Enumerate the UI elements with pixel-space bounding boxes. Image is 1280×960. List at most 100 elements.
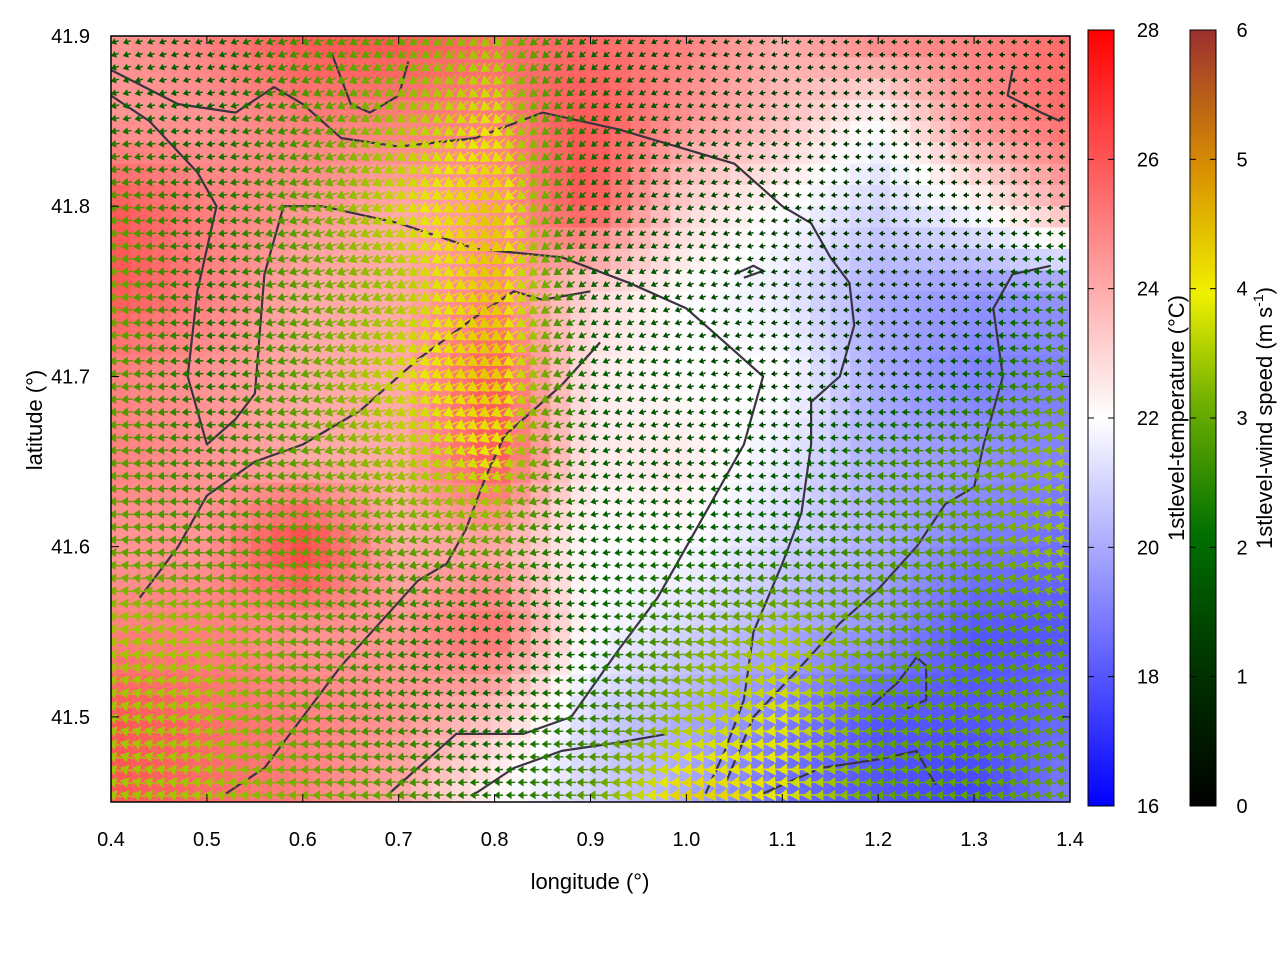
heatmap-cell [710, 57, 731, 80]
heatmap-cell [670, 461, 691, 484]
heatmap-cell [410, 121, 432, 143]
heatmap-cell [1010, 57, 1031, 80]
heatmap-cell [910, 397, 931, 420]
heatmap-cell [670, 142, 691, 165]
heatmap-cell [151, 206, 172, 229]
heatmap-cell [670, 227, 691, 250]
heatmap-cell [730, 36, 751, 58]
heatmap-cell [730, 99, 751, 122]
heatmap-cell [170, 121, 192, 143]
heatmap-cell [1050, 206, 1070, 229]
heatmap-cell [930, 163, 951, 186]
heatmap-cell [310, 184, 332, 207]
heatmap-cell [131, 121, 152, 143]
heatmap-cell [530, 184, 552, 207]
heatmap-cell [1030, 57, 1051, 80]
heatmap-cell [950, 57, 971, 80]
heatmap-cell [870, 270, 891, 292]
heatmap-cell [850, 36, 871, 58]
heatmap-cell [350, 57, 372, 80]
heatmap-cell [1030, 99, 1051, 122]
heatmap-cell [131, 248, 152, 271]
heatmap-cell [970, 248, 991, 271]
heatmap-cell [730, 525, 751, 548]
heatmap-cell [930, 36, 951, 58]
heatmap-cell [190, 142, 212, 165]
heatmap-cell [690, 99, 711, 122]
heatmap-cell [950, 270, 971, 292]
heatmap-cell [131, 36, 152, 58]
heatmap-cell [550, 57, 572, 80]
heatmap-cell [850, 248, 871, 271]
heatmap-cell [830, 121, 851, 143]
heatmap-cell [1030, 36, 1051, 58]
heatmap-cell [910, 57, 931, 80]
heatmap-cell [970, 163, 991, 186]
heatmap-cell [990, 206, 1011, 229]
heatmap-cell [850, 78, 871, 101]
heatmap-cell [990, 36, 1011, 58]
heatmap-cell [190, 78, 212, 101]
heatmap-cell [850, 163, 871, 186]
heatmap-cell [530, 121, 552, 143]
heatmap-cell [910, 248, 931, 271]
heatmap-cell [370, 248, 392, 271]
heatmap-cell [250, 121, 272, 143]
heatmap-cell [690, 206, 711, 229]
heatmap-cell [870, 227, 891, 250]
heatmap-cell [151, 78, 172, 101]
heatmap-cell [990, 142, 1011, 165]
heatmap-cell [930, 99, 951, 122]
heatmap-cell [430, 57, 452, 80]
heatmap-cell [750, 461, 771, 484]
heatmap-cell [830, 78, 851, 101]
heatmap-cell [750, 206, 771, 229]
heatmap-cell [610, 99, 632, 122]
heatmap-cell [310, 248, 332, 271]
heatmap-cell [350, 121, 372, 143]
heatmap-cell [790, 270, 811, 292]
heatmap-cell [670, 121, 691, 143]
heatmap-cell [230, 57, 252, 80]
heatmap-cell [910, 78, 931, 101]
heatmap-cell [650, 184, 671, 207]
heatmap-cell [850, 397, 871, 420]
heatmap-cell [790, 184, 811, 207]
heatmap-cell [790, 163, 811, 186]
heatmap-cell [610, 57, 632, 80]
heatmap-cell [111, 121, 132, 143]
heatmap-cell [151, 36, 172, 58]
heatmap-cell [1050, 142, 1070, 165]
heatmap-cell [670, 184, 691, 207]
heatmap-cell [1010, 121, 1031, 143]
heatmap-cell [550, 121, 572, 143]
heatmap-cell [970, 227, 991, 250]
heatmap-cell [630, 78, 652, 101]
heatmap-cell [930, 333, 951, 356]
heatmap-cell [730, 78, 751, 101]
heatmap-cell [350, 184, 372, 207]
heatmap-cell [1030, 121, 1051, 143]
heatmap-cell [670, 397, 691, 420]
heatmap-cell [530, 57, 552, 80]
heatmap-cell [190, 99, 212, 122]
heatmap-cell [210, 78, 232, 101]
heatmap-cell [1030, 163, 1051, 186]
heatmap-cell [270, 142, 292, 165]
heatmap-cell [550, 184, 572, 207]
heatmap-cell [490, 716, 512, 739]
heatmap-cell [290, 184, 312, 207]
heatmap-cell [1050, 99, 1070, 122]
heatmap-cell [850, 57, 871, 80]
heatmap-cell [910, 163, 931, 186]
heatmap-cell [430, 248, 452, 271]
heatmap-cell [750, 163, 771, 186]
heatmap-cell [890, 57, 911, 80]
heatmap-cell [250, 184, 272, 207]
heatmap-cell [850, 99, 871, 122]
heatmap-cell [970, 333, 991, 356]
heatmap-cell [910, 270, 931, 292]
heatmap-cell [810, 206, 831, 229]
heatmap-cell [890, 270, 911, 292]
heatmap-cell [131, 142, 152, 165]
